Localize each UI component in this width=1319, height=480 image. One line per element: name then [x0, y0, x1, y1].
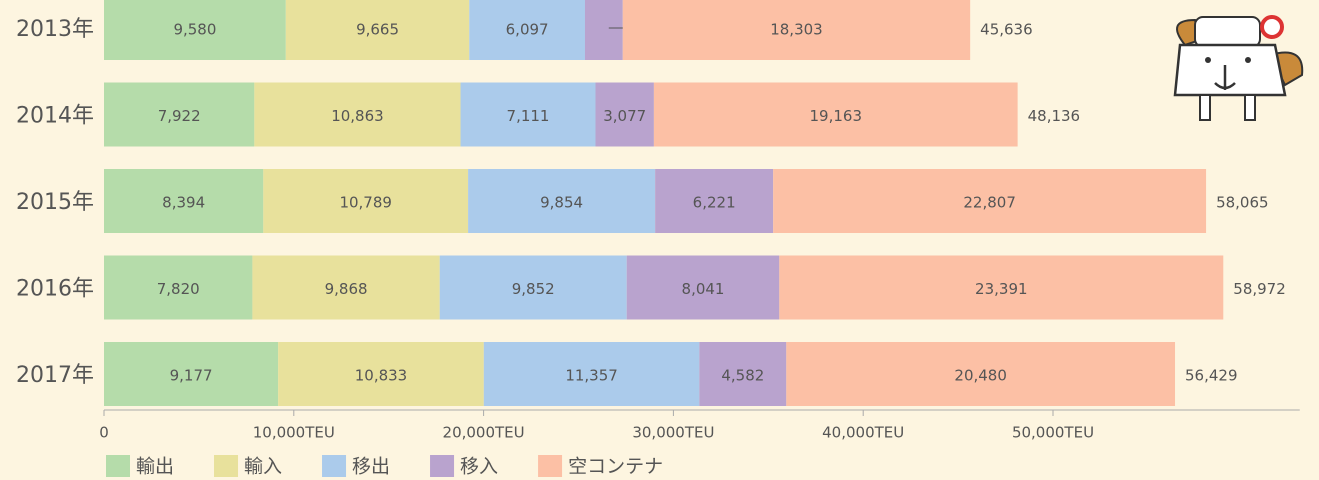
segment-label: 9,852	[512, 280, 555, 298]
segment-label: 8,394	[162, 194, 205, 212]
legend-swatch	[322, 455, 347, 477]
segment-label: 3,077	[603, 107, 646, 125]
total-label: 58,065	[1216, 194, 1269, 212]
legend-label: 輸入	[244, 456, 282, 478]
x-tick-label: 50,000TEU	[1012, 424, 1094, 442]
segment-label: 6,221	[693, 194, 736, 212]
bar-segment	[699, 342, 787, 406]
category-label: 2015年	[16, 190, 94, 215]
total-label: 56,429	[1185, 367, 1238, 385]
segment-label: 7,922	[158, 107, 201, 125]
bar-segment	[786, 342, 1176, 406]
segment-label: 19,163	[810, 107, 863, 125]
segment-label: 7,111	[507, 107, 550, 125]
x-tick-label: 10,000TEU	[253, 424, 335, 442]
segment-label: 7,820	[157, 280, 200, 298]
segment-label: 10,789	[339, 194, 392, 212]
bar-segment	[460, 82, 596, 147]
bar-segment	[468, 169, 656, 233]
legend-label: 輸出	[136, 456, 174, 478]
segment-label: 6,097	[506, 21, 549, 39]
segment-label: 9,665	[356, 21, 399, 39]
bar-segment	[595, 82, 654, 147]
bar-segment	[104, 169, 264, 233]
segment-label: 9,868	[325, 280, 368, 298]
bar-segment	[104, 342, 279, 406]
bar-segment	[254, 82, 461, 147]
bar-segment	[773, 169, 1207, 233]
legend-label: 移入	[460, 456, 498, 478]
segment-label: 11,357	[565, 367, 618, 385]
segment-label: 22,807	[963, 194, 1016, 212]
segment-label: 20,480	[954, 367, 1007, 385]
segment-label: 10,863	[331, 107, 384, 125]
category-label: 2014年	[16, 104, 94, 129]
legend-label: 移出	[352, 456, 390, 478]
legend-swatch	[430, 455, 455, 477]
total-label: 45,636	[980, 21, 1033, 39]
x-tick-label: 40,000TEU	[822, 424, 904, 442]
segment-label: 10,833	[355, 367, 408, 385]
x-tick-label: 20,000TEU	[443, 424, 525, 442]
bar-segment	[483, 342, 700, 406]
bar-segment	[626, 255, 780, 320]
bar-segment	[252, 255, 440, 320]
bar-segment	[779, 255, 1224, 320]
segment-label: 9,854	[540, 194, 583, 212]
bar-segment	[584, 0, 623, 60]
segment-label: 9,580	[173, 21, 216, 39]
x-tick-label: 30,000TEU	[632, 424, 714, 442]
legend-swatch	[538, 455, 563, 477]
category-label: 2016年	[16, 277, 94, 302]
segment-label: 9,177	[170, 367, 213, 385]
bar-segment	[655, 169, 774, 233]
legend-swatch	[214, 455, 239, 477]
segment-label: 8,041	[682, 280, 725, 298]
segment-label: 4,582	[721, 367, 764, 385]
bar-segment	[469, 0, 585, 60]
bar-segment	[263, 169, 469, 233]
legend-swatch	[106, 455, 130, 477]
x-tick-label: 0	[99, 424, 109, 442]
total-label: 48,136	[1028, 107, 1081, 125]
bar-segment	[439, 255, 627, 320]
bar-segment	[104, 82, 255, 147]
category-label: 2013年	[16, 17, 94, 42]
bar-segment	[285, 0, 470, 60]
bar-segment	[104, 255, 253, 320]
bar-segment	[622, 0, 971, 60]
bar-segment	[278, 342, 484, 406]
bar-segment	[104, 0, 286, 60]
legend-label: 空コンテナ	[568, 456, 663, 478]
category-label: 2017年	[16, 363, 94, 388]
segment-label: 18,303	[770, 21, 823, 39]
mascot	[1173, 15, 1304, 121]
bar-segment	[653, 82, 1018, 147]
segment-label: 23,391	[975, 280, 1028, 298]
total-label: 58,972	[1233, 280, 1286, 298]
